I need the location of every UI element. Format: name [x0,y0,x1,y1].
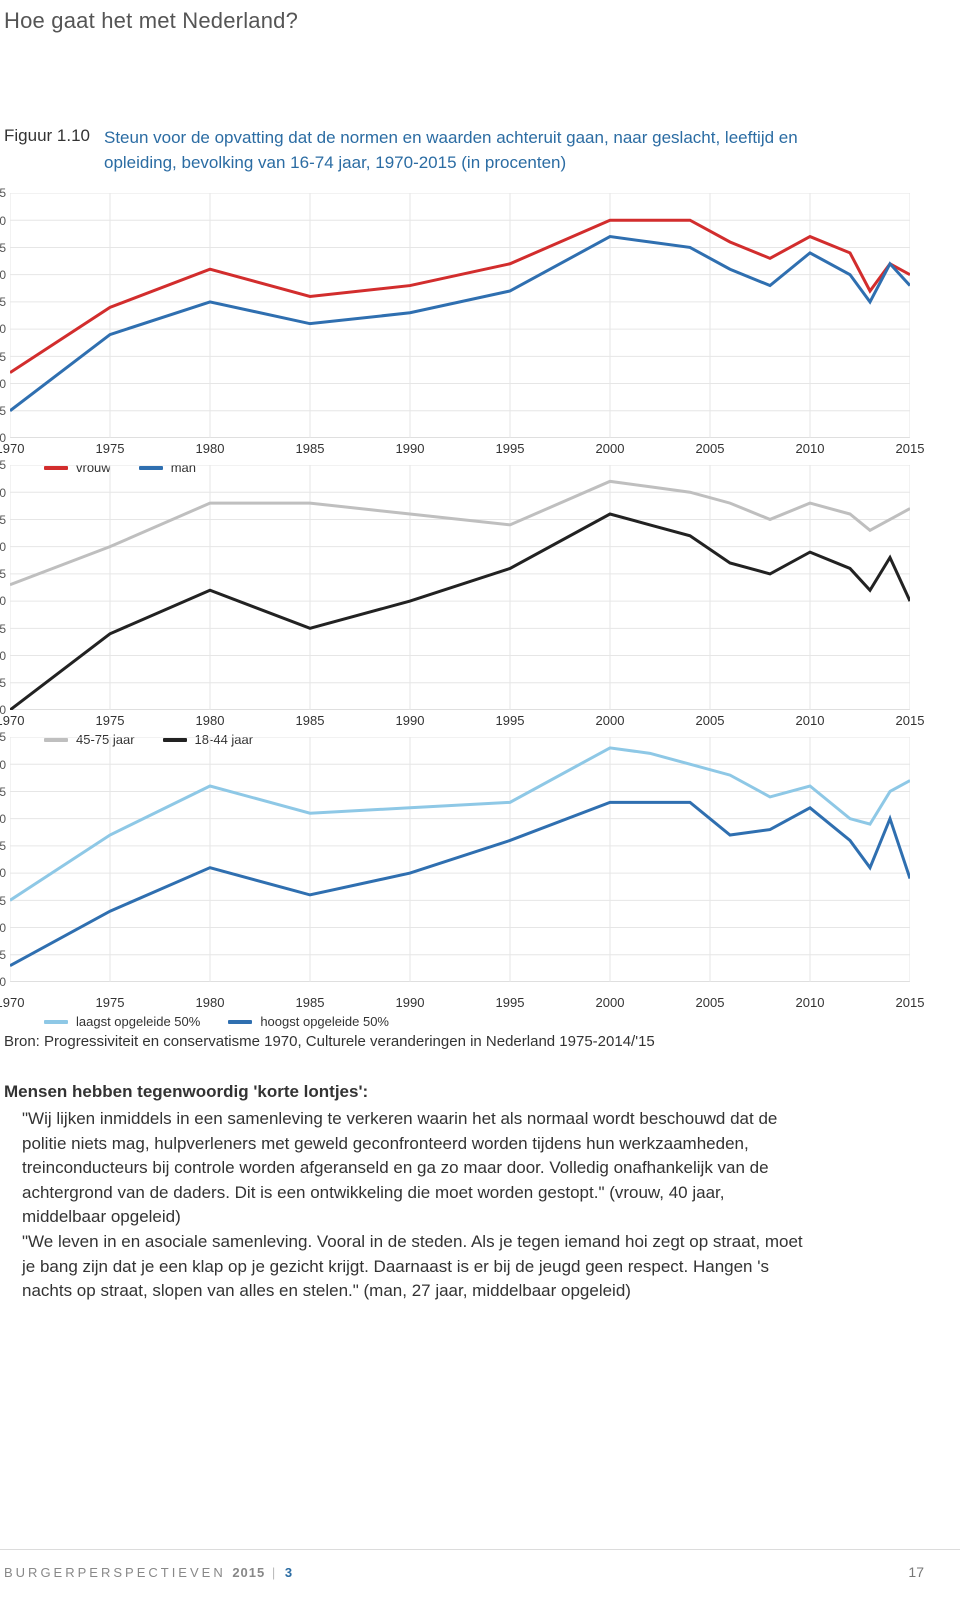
chart-age: 30354045505560657075 19701975198019851990… [0,465,920,737]
figure-number: Figuur 1.10 [4,126,90,146]
page-footer: BURGERPERSPECTIEVEN 2015 | 3 17 [0,1549,960,1600]
series-line [10,482,910,585]
charts-area: 30354045505560657075 19701975198019851990… [0,193,928,1019]
footer-issue: 3 [285,1565,293,1580]
legend-swatch [228,1020,252,1024]
body-text: Mensen hebben tegenwoordig 'korte lontje… [0,1050,928,1304]
chart-plot [10,737,910,982]
body-quote-1: "Wij lijken inmiddels in een samenleving… [4,1107,808,1230]
x-axis: 1970197519801985199019952000200520102015 [10,441,910,457]
y-axis: 30354045505560657075 [0,193,6,465]
y-axis: 30354045505560657075 [0,465,6,737]
legend-item: laagst opgeleide 50% [44,1014,200,1029]
y-axis: 30354045505560657075 [0,737,6,1019]
chart-legend: laagst opgeleide 50% hoogst opgeleide 50% [44,1014,389,1029]
footer-year: 2015 [232,1565,265,1580]
figure-caption: Steun voor de opvatting dat de normen en… [104,126,864,175]
x-axis: 1970197519801985199019952000200520102015 [10,995,910,1011]
series-line [10,237,910,411]
body-quote-2: "We leven in en asociale samenleving. Vo… [4,1230,808,1304]
footer-page-number: 17 [908,1564,924,1580]
chart-education: 30354045505560657075 19701975198019851990… [0,737,920,1019]
legend-swatch [44,1020,68,1024]
figure-heading: Figuur 1.10 Steun voor de opvatting dat … [0,34,928,193]
series-line [10,221,910,373]
footer-brand: BURGERPERSPECTIEVEN [4,1565,226,1580]
legend-label: laagst opgeleide 50% [76,1014,200,1029]
legend-item: hoogst opgeleide 50% [228,1014,389,1029]
chart-plot [10,193,910,438]
page-title: Hoe gaat het met Nederland? [0,0,928,34]
series-line [10,803,910,966]
chart-plot [10,465,910,710]
chart-gender: 30354045505560657075 19701975198019851990… [0,193,920,465]
series-line [10,514,910,710]
legend-label: hoogst opgeleide 50% [260,1014,389,1029]
x-axis: 1970197519801985199019952000200520102015 [10,713,910,729]
series-line [10,748,910,900]
body-lead: Mensen hebben tegenwoordig 'korte lontje… [4,1080,808,1105]
